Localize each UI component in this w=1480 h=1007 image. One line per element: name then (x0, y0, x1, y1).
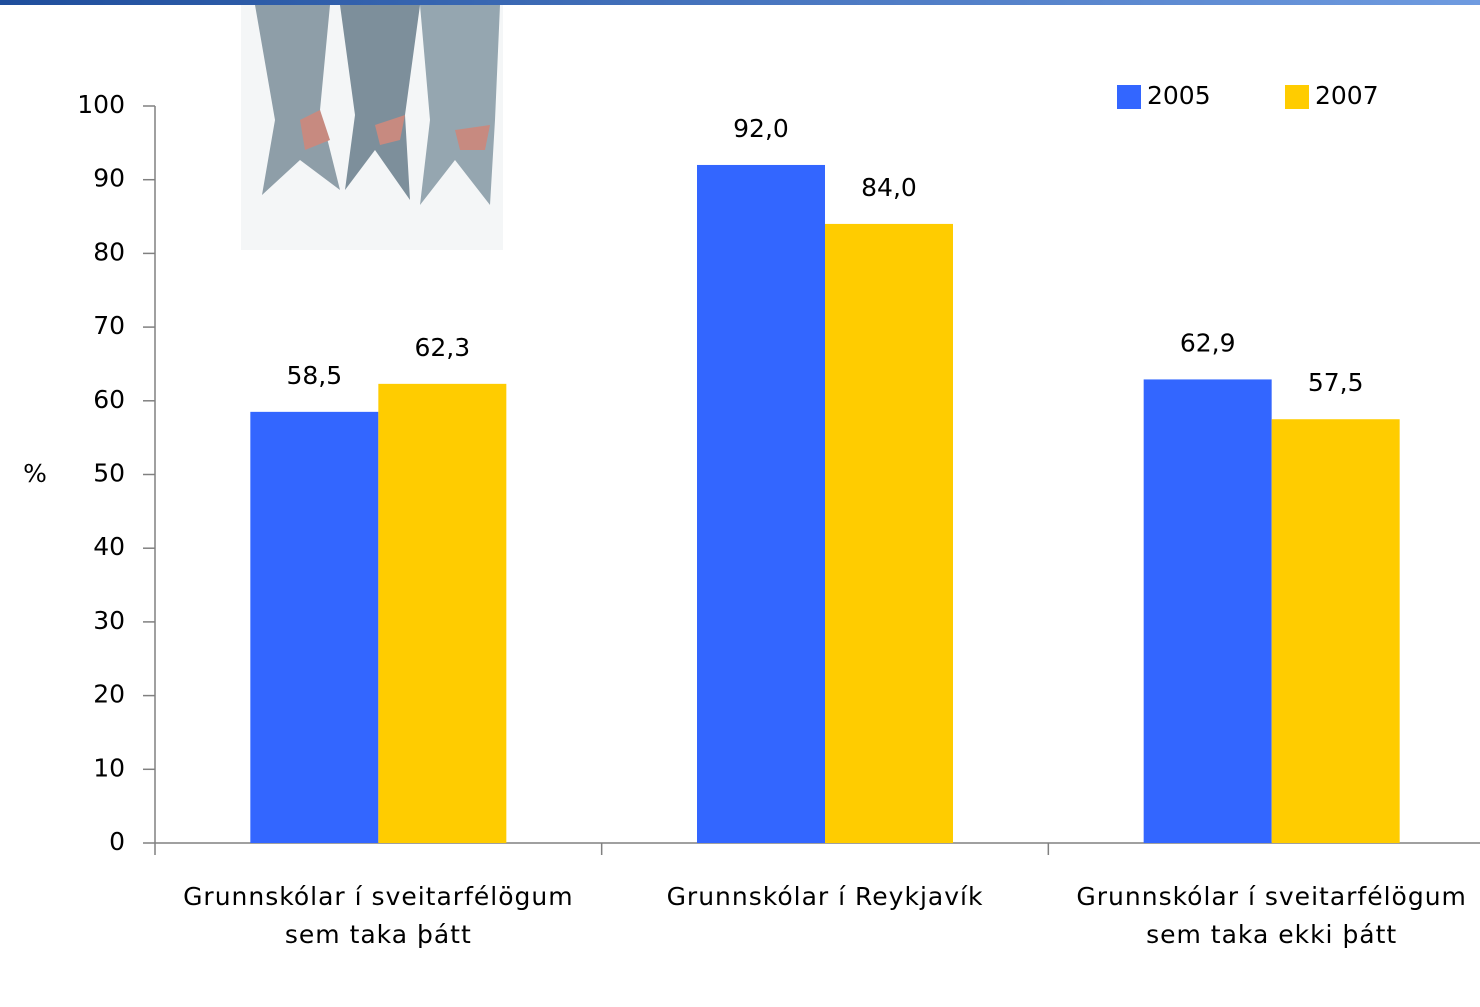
bar (825, 223, 953, 844)
bar (250, 411, 379, 843)
y-tick-label: 80 (93, 237, 125, 266)
value-label: 62,3 (414, 333, 470, 362)
value-label: 57,5 (1308, 368, 1364, 397)
value-label: 92,0 (733, 114, 789, 143)
x-tick-label: Grunnskólar í Reykjavík (666, 882, 984, 911)
y-tick-label: 10 (93, 753, 125, 782)
bar (1143, 379, 1272, 843)
x-tick-label: Grunnskólar í sveitarfélögum sem taka ek… (1076, 882, 1467, 949)
fish-picture (241, 5, 503, 250)
y-tick-label: 0 (109, 827, 125, 856)
legend-label: 2005 (1147, 81, 1211, 110)
value-label: 62,9 (1180, 328, 1236, 357)
y-tick-label: 100 (77, 90, 125, 119)
legend-label: 2007 (1315, 81, 1379, 110)
bar (1271, 419, 1400, 843)
bar (378, 383, 507, 843)
y-tick-label: 90 (93, 164, 125, 193)
y-tick-label: 40 (93, 532, 125, 561)
y-tick-label: 20 (93, 680, 125, 709)
y-tick-label: 70 (93, 311, 125, 340)
legend-swatch (1285, 85, 1309, 109)
bar (697, 164, 825, 843)
value-label: 58,5 (286, 361, 342, 390)
top-bar (0, 0, 1480, 5)
y-axis-label: % (23, 459, 47, 488)
y-tick-label: 30 (93, 606, 125, 635)
y-tick-label: 60 (93, 385, 125, 414)
y-tick-label: 50 (93, 459, 125, 488)
value-label: 84,0 (861, 173, 917, 202)
x-tick-label: Grunnskólar í sveitarfélögum sem taka þá… (183, 882, 574, 949)
legend-swatch (1117, 85, 1141, 109)
